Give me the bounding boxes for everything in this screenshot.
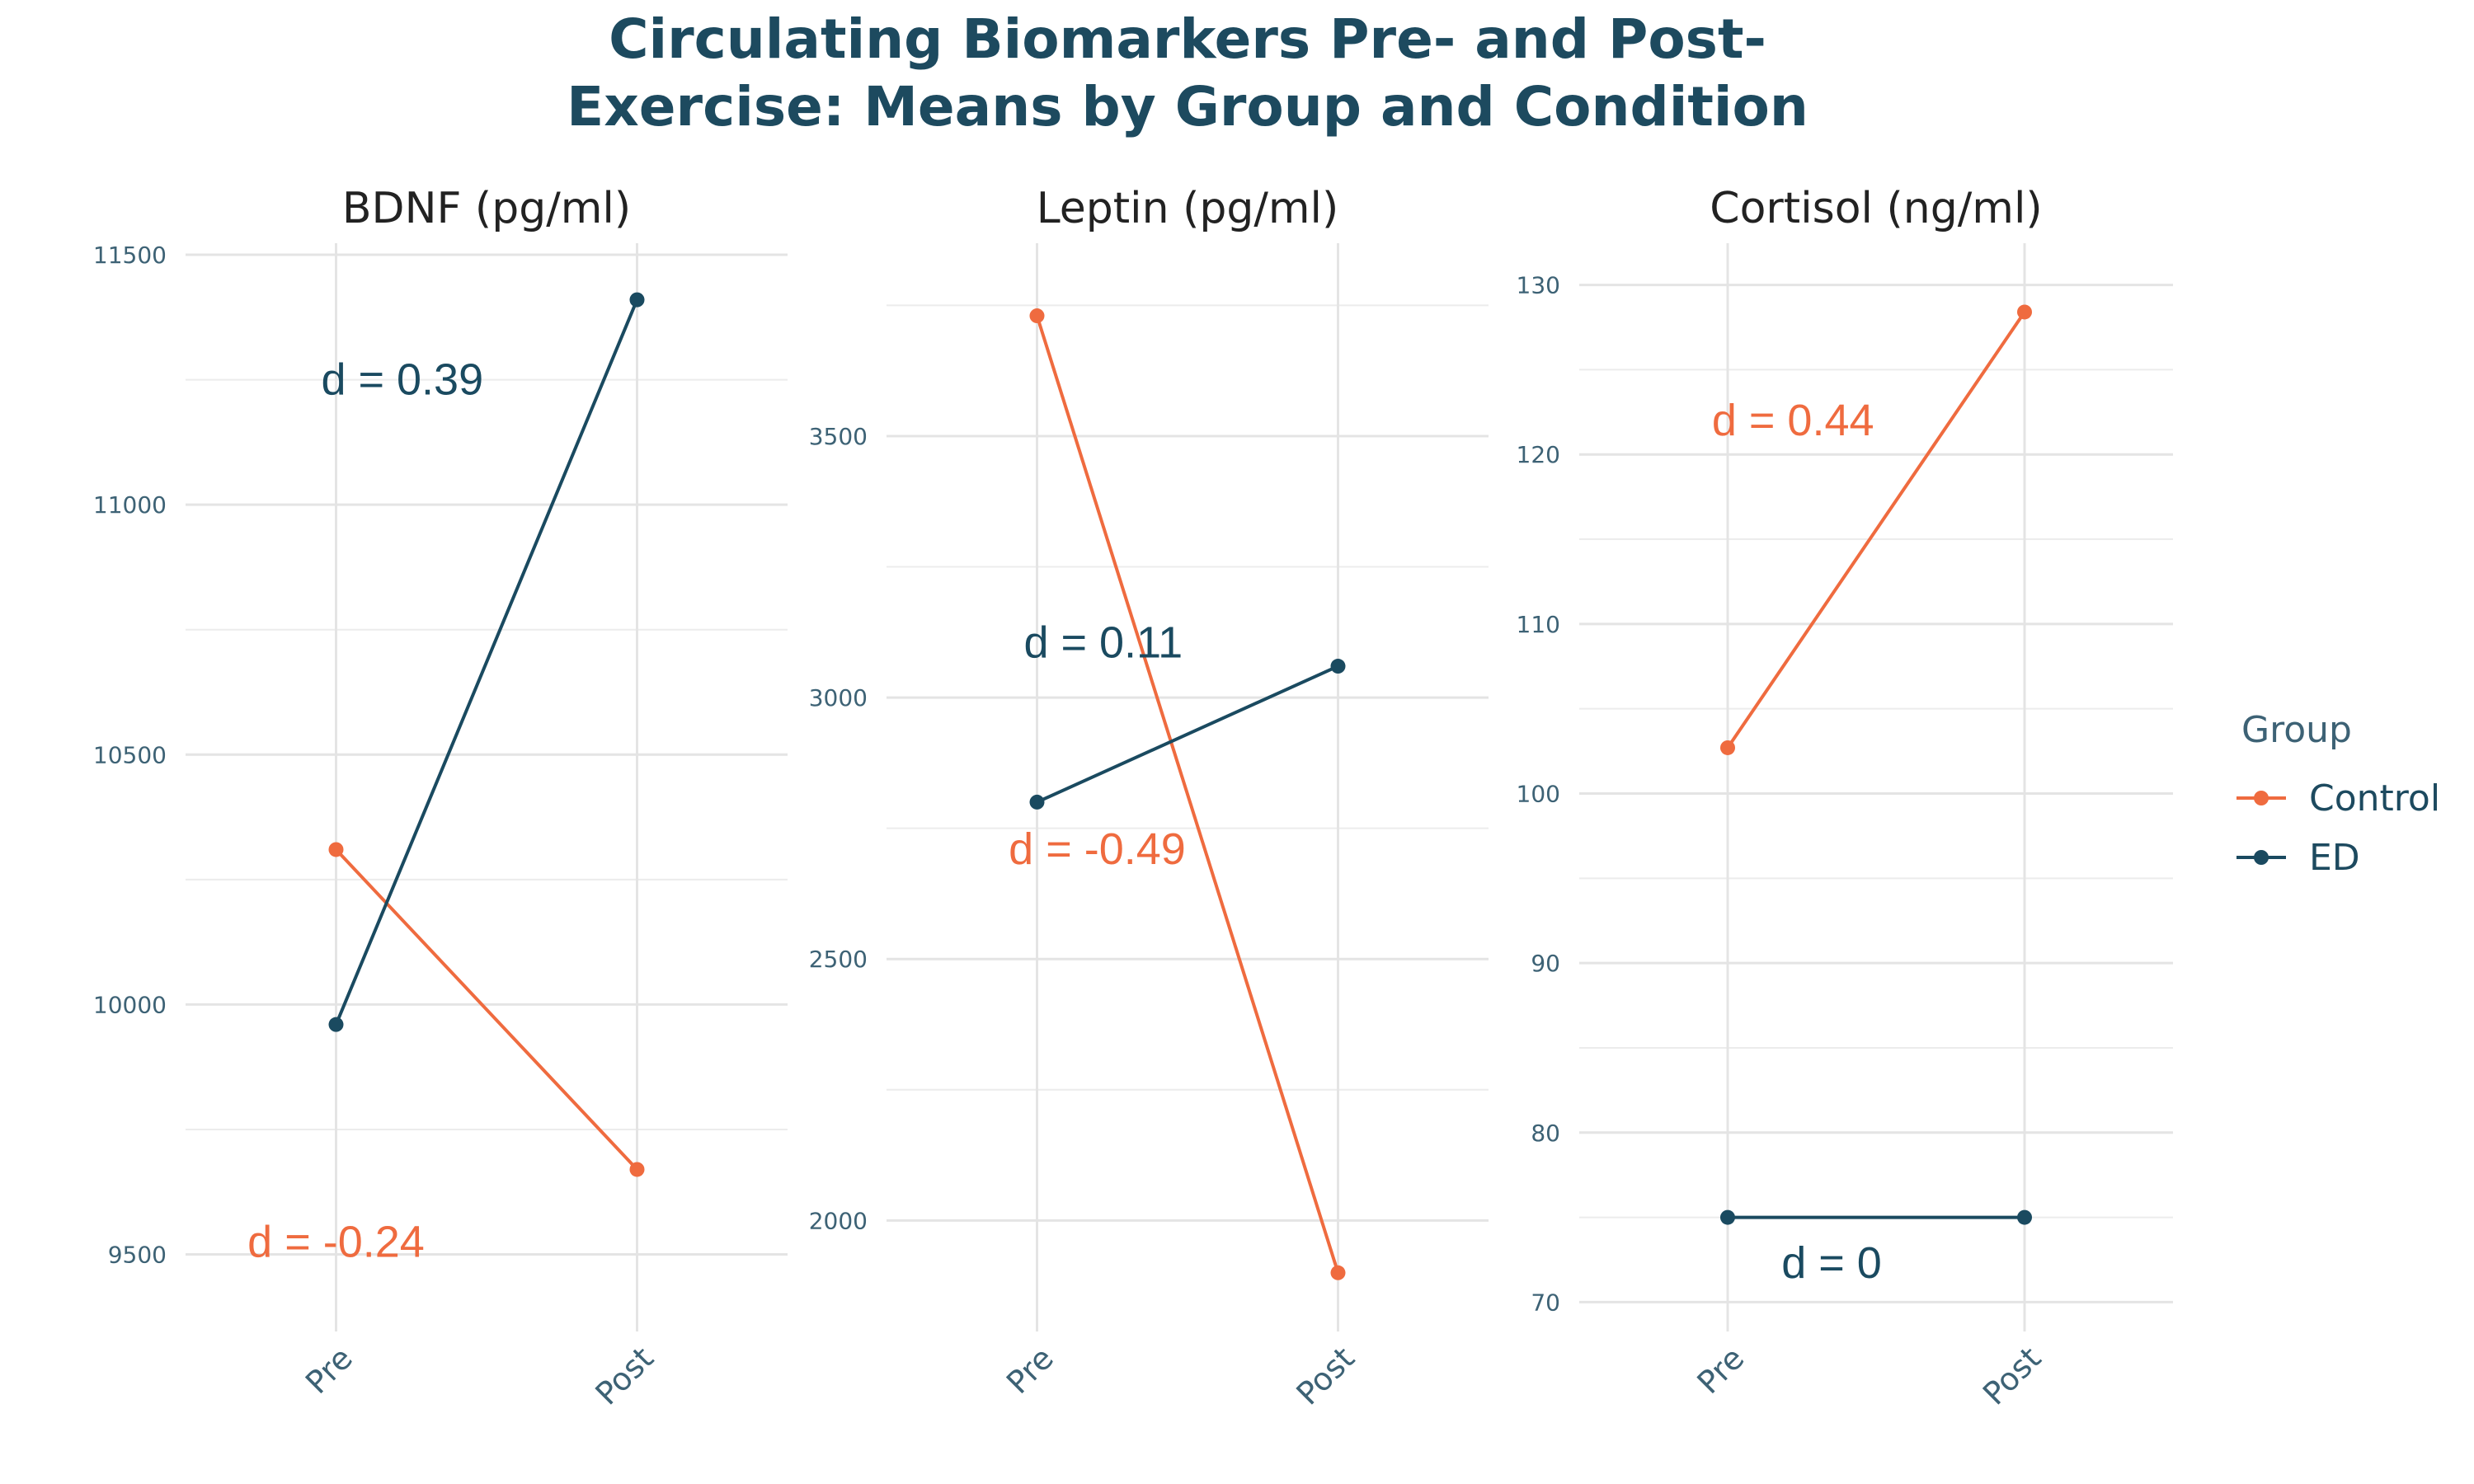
- legend-key-point: [2254, 850, 2269, 865]
- y-tick-label: 2500: [809, 946, 868, 973]
- x-tick-label-pre: Pre: [999, 1340, 1061, 1401]
- chart-title-line-2: Exercise: Means by Group and Condition: [567, 75, 1808, 139]
- y-tick-label: 120: [1517, 441, 1560, 468]
- legend-key-point: [2254, 791, 2269, 805]
- x-tick-label-post: Post: [1976, 1340, 2048, 1411]
- y-tick-label: 9500: [108, 1242, 167, 1269]
- series-ed: [1029, 659, 1346, 810]
- y-tick-label: 100: [1517, 781, 1560, 808]
- data-point-post: [1330, 1265, 1346, 1280]
- y-tick-label: 90: [1531, 950, 1560, 977]
- effect-size-annotation: d = 0.44: [1712, 396, 1874, 445]
- y-tick-label: 11500: [93, 242, 167, 269]
- series-ed: [328, 292, 645, 1032]
- chart-title: Circulating Biomarkers Pre- and Post- Ex…: [567, 7, 1808, 139]
- data-point-post: [2017, 304, 2032, 320]
- y-tick-label: 3000: [809, 684, 868, 711]
- facet-title: Leptin (pg/ml): [1037, 184, 1339, 233]
- y-tick-label: 110: [1517, 611, 1560, 638]
- panel-bdnf-pg-ml: BDNF (pg/ml) 9500 10000 10500 11000 11500 Pre P…: [93, 184, 788, 1412]
- y-tick-label: 2000: [809, 1207, 868, 1234]
- data-point-post: [629, 292, 645, 308]
- legend-title: Group: [2241, 709, 2352, 751]
- panel-leptin-pg-ml: Leptin (pg/ml) 2000 2500 3000 3500 Pre Post d =…: [809, 184, 1489, 1412]
- series-control: [328, 842, 645, 1177]
- panel-cortisol-ng-ml: Cortisol (ng/ml) 70 80 90 100 110 120 130 Pre Pos…: [1517, 184, 2173, 1412]
- legend-label: Control: [2309, 777, 2440, 819]
- y-tick-label: 3500: [809, 423, 868, 450]
- y-tick-label: 70: [1531, 1289, 1560, 1316]
- data-point-pre: [328, 842, 344, 857]
- series-line: [1035, 315, 1340, 1274]
- series-line: [1726, 311, 2026, 749]
- y-tick-label: 11000: [93, 491, 167, 519]
- y-tick-label: 80: [1531, 1120, 1560, 1147]
- series-ed: [1720, 1209, 2032, 1225]
- effect-size-annotation: d = -0.24: [247, 1217, 425, 1266]
- effect-size-annotation: d = 0: [1781, 1238, 1882, 1288]
- y-tick-label: 10000: [93, 991, 167, 1018]
- facet-title: BDNF (pg/ml): [342, 184, 631, 233]
- data-point-pre: [1720, 1209, 1735, 1225]
- data-point-post: [1330, 659, 1346, 674]
- y-tick-label: 10500: [93, 741, 167, 768]
- facet-panels: BDNF (pg/ml) 9500 10000 10500 11000 11500 Pre P…: [93, 184, 2173, 1412]
- effect-size-annotation: d = -0.49: [1009, 824, 1186, 874]
- chart-title-line-1: Circulating Biomarkers Pre- and Post-: [609, 7, 1766, 71]
- y-tick-label: 130: [1517, 272, 1560, 299]
- x-tick-label-pre: Pre: [1691, 1340, 1752, 1401]
- data-point-pre: [328, 1017, 344, 1032]
- facet-title: Cortisol (ng/ml): [1710, 184, 2042, 233]
- series-line: [335, 848, 638, 1171]
- data-point-post: [629, 1162, 645, 1177]
- data-point-post: [2017, 1209, 2032, 1225]
- series-line: [334, 298, 639, 1026]
- effect-size-annotation: d = 0.39: [321, 355, 483, 405]
- data-point-pre: [1029, 308, 1045, 324]
- legend: Group Control ED: [2236, 709, 2440, 879]
- series-control: [1029, 308, 1346, 1280]
- legend-label: ED: [2309, 837, 2360, 879]
- series-line: [1036, 665, 1339, 804]
- x-tick-label-post: Post: [589, 1340, 661, 1411]
- legend-item-ed: ED: [2236, 837, 2360, 879]
- series-control: [1720, 304, 2032, 755]
- data-point-pre: [1720, 740, 1735, 755]
- effect-size-annotation: d = 0.11: [1023, 618, 1183, 667]
- x-tick-label-post: Post: [1290, 1340, 1362, 1411]
- x-tick-label-pre: Pre: [299, 1340, 360, 1401]
- legend-item-control: Control: [2236, 777, 2440, 819]
- data-point-pre: [1029, 794, 1045, 810]
